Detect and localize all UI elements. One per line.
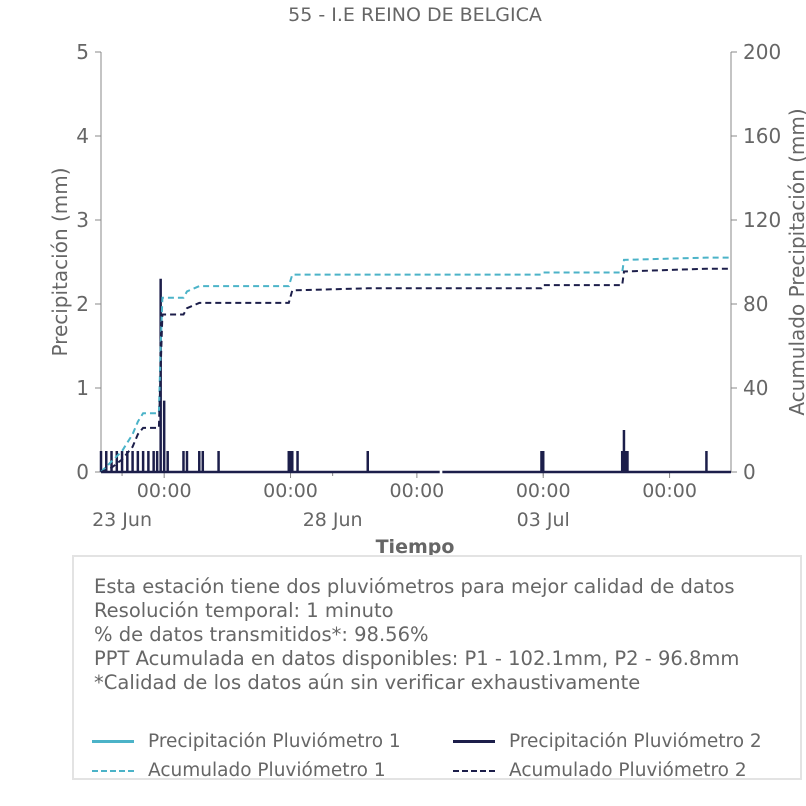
info-line-quality-note: *Calidad de los datos aún sin verificar … <box>94 671 641 694</box>
legend-label-p2-cum: Acumulado Pluviómetro 2 <box>509 760 747 781</box>
x-date-label: 03 Jul <box>517 509 570 531</box>
legend-swatch-p1-rain <box>92 740 134 743</box>
info-legend-box: Esta estación tiene dos pluviómetros par… <box>72 555 802 781</box>
y-axis-label: Precipitación (mm) <box>48 167 72 356</box>
y2-tick-label: 200 <box>743 40 781 64</box>
y2-tick-label: 0 <box>743 460 756 484</box>
legend-item-p2-cum: Acumulado Pluviómetro 2 <box>453 760 747 781</box>
legend-label-p1-rain: Precipitación Pluviómetro 1 <box>148 731 401 752</box>
cumulative-line-p2 <box>100 267 731 473</box>
y2-tick-label: 120 <box>743 208 781 232</box>
x-tick-label: 00:00 <box>516 480 571 502</box>
x-tick-label: 00:00 <box>642 480 697 502</box>
cumulative-line-p1 <box>100 256 731 473</box>
legend-item-p2-rain: Precipitación Pluviómetro 2 <box>453 731 762 752</box>
legend-swatch-p1-cum <box>92 769 134 772</box>
legend-swatch-p2-rain <box>453 740 495 743</box>
x-tick-label: 00:00 <box>263 480 318 502</box>
info-line-transmitted: % de datos transmitidos*: 98.56% <box>94 623 429 646</box>
y-tick-label: 0 <box>76 460 89 484</box>
legend-label-p1-cum: Acumulado Pluviómetro 1 <box>148 760 386 781</box>
legend-label-p2-rain: Precipitación Pluviómetro 2 <box>509 731 762 752</box>
y-tick-label: 5 <box>76 40 89 64</box>
y2-axis-label: Acumulado Precipitación (mm) <box>785 108 806 415</box>
info-line-accumulated: PPT Acumulada en datos disponibles: P1 -… <box>94 647 740 670</box>
y-tick-label: 1 <box>76 376 89 400</box>
chart-title: 55 - I.E REINO DE BELGICA <box>288 4 542 26</box>
y-tick-label: 4 <box>76 124 89 148</box>
x-date-label: 23 Jun <box>92 509 152 531</box>
y2-tick-label: 40 <box>743 376 768 400</box>
x-tick-label: 00:00 <box>389 480 444 502</box>
legend-swatch-p2-cum <box>453 769 495 772</box>
x-date-label: 28 Jun <box>303 509 363 531</box>
y-tick-label: 3 <box>76 208 89 232</box>
legend-item-p1-cum: Acumulado Pluviómetro 1 <box>92 760 386 781</box>
y-tick-label: 2 <box>76 292 89 316</box>
x-axis-label: Tiempo <box>376 536 455 555</box>
info-line-dual-gauges: Esta estación tiene dos pluviómetros par… <box>94 575 735 598</box>
station-info: Esta estación tiene dos pluviómetros par… <box>94 575 739 695</box>
rainfall-chart: 55 - I.E REINO DE BELGICA 0 1 2 3 4 5 0 40 80 120 1… <box>48 4 806 555</box>
y2-tick-label: 80 <box>743 292 768 316</box>
info-line-resolution: Resolución temporal: 1 minuto <box>94 599 394 622</box>
y2-tick-label: 160 <box>743 124 781 148</box>
x-tick-label: 00:00 <box>137 480 192 502</box>
legend-item-p1-rain: Precipitación Pluviómetro 1 <box>92 731 401 752</box>
